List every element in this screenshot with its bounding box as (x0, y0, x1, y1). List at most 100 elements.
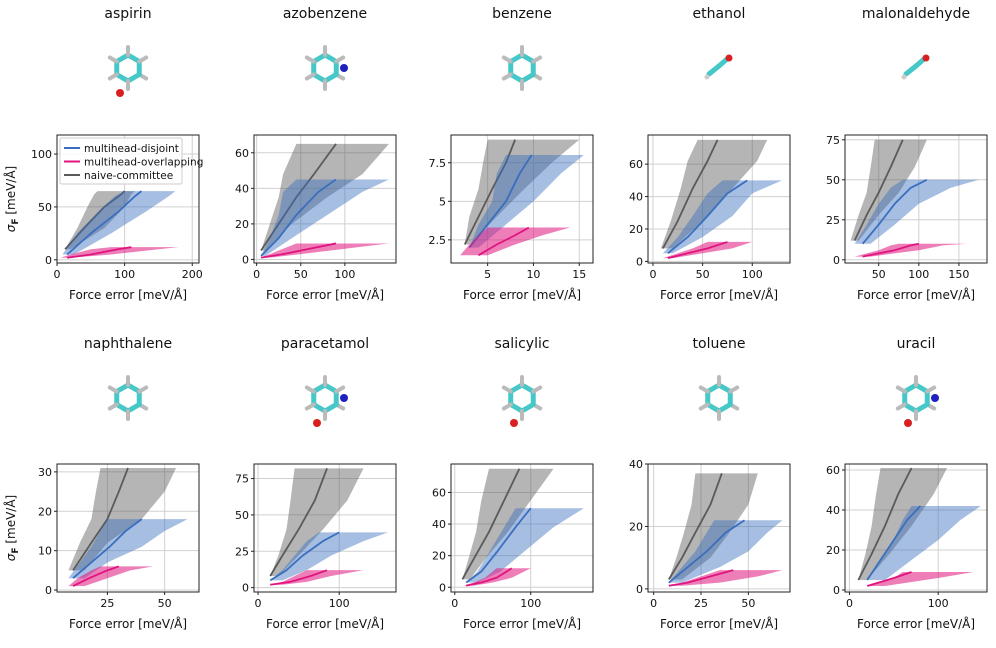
x-tick-label: 5 (484, 268, 491, 281)
y-tick-label: 40 (432, 518, 446, 531)
oxygen-atom (922, 54, 930, 62)
x-axis-label: Force error [meV/Å] (266, 287, 384, 302)
molecule-image (698, 375, 740, 421)
x-tick-label: 100 (334, 268, 355, 281)
y-tick-label: 30 (38, 466, 52, 479)
oxygen-atom (116, 89, 124, 97)
series-line-multihead-disjoint (667, 179, 748, 254)
y-tick-label: 10 (38, 545, 52, 558)
y-tick-label: 75 (235, 473, 249, 486)
confidence-band-naive-committee (462, 468, 554, 580)
bond (716, 56, 730, 69)
y-label-unit: [meV/Å] (3, 495, 18, 548)
plot-frame (253, 463, 397, 593)
plot-frame (56, 134, 200, 264)
y-tick-label: 40 (629, 191, 643, 204)
series-line-multihead-overlapping (862, 242, 919, 258)
oxygen-atom (510, 419, 518, 427)
x-axis-label: Force error [meV/Å] (660, 616, 778, 631)
bond (895, 385, 907, 394)
y-tick-label: 75 (826, 134, 840, 147)
series-line-multihead-disjoint (468, 154, 533, 249)
oxygen-atom (904, 419, 912, 427)
bond (304, 55, 316, 64)
chart-panel-malonaldehyde: malonaldehyde 50 100 150 0 25 50 75 Force error … (826, 6, 988, 302)
bond (334, 55, 346, 64)
bond (107, 385, 119, 394)
bond (304, 72, 316, 81)
bond (501, 72, 513, 81)
series-line-multihead-disjoint (465, 507, 532, 584)
y-tick-label: 60 (432, 486, 446, 499)
y-tick-label: 20 (432, 550, 446, 563)
chart-panel-salicylic: salicylic 0 100 0 20 40 60 Force error [meV/Å] (432, 336, 594, 631)
bond (501, 385, 513, 394)
plot-frame (844, 134, 988, 264)
chart-panel-uracil: uracil 0 100 0 20 40 60 Force error [meV/Å] (826, 336, 988, 631)
series-line-multihead-disjoint (668, 519, 746, 584)
series-line-multihead-disjoint (866, 505, 922, 581)
x-tick-label: 100 (329, 597, 350, 610)
y-tick-label: 0 (833, 584, 840, 597)
series-line-multihead-disjoint (861, 178, 928, 245)
bond (137, 55, 149, 64)
series-line-multihead-disjoint (72, 518, 143, 579)
y-tick-label: 0 (242, 253, 249, 266)
bond (304, 402, 316, 411)
chart-title: paracetamol (281, 336, 369, 352)
chart-title: azobenzene (283, 6, 367, 22)
series-line-naive-committee (857, 467, 913, 581)
confidence-band-naive-committee (668, 473, 758, 580)
bond (137, 385, 149, 394)
chart-title: toluene (693, 336, 746, 352)
x-tick-label: 50 (872, 268, 886, 281)
x-axis-label: Force error [meV/Å] (69, 616, 187, 631)
x-tick-label: 50 (741, 597, 755, 610)
bond (107, 72, 119, 81)
nitrogen-atom (931, 394, 939, 402)
chart-title: benzene (492, 6, 552, 22)
plot-frame (450, 463, 594, 593)
plot-area (845, 135, 987, 263)
confidence-band-multihead-overlapping (261, 243, 389, 258)
x-tick-label: 10 (526, 268, 540, 281)
confidence-band-naive-committee (858, 468, 948, 580)
x-axis-label: Force error [meV/Å] (266, 616, 384, 631)
chart-title: ethanol (693, 6, 746, 22)
series-line-multihead-disjoint (269, 531, 340, 582)
y-tick-label: 60 (235, 147, 249, 160)
x-tick-label: 0 (255, 597, 262, 610)
nitrogen-atom (340, 394, 348, 402)
chart-title: salicylic (494, 336, 549, 352)
y-tick-label: 100 (31, 148, 52, 161)
molecule-image (107, 45, 149, 97)
series-line-naive-committee (463, 139, 516, 245)
confidence-band-naive-committee (270, 468, 364, 576)
series-line-naive-committee (662, 139, 719, 249)
series-line-multihead-overlapping (270, 569, 328, 586)
y-label-symbol: σ (4, 553, 18, 561)
x-axis-label: Force error [meV/Å] (463, 616, 581, 631)
bond (501, 402, 513, 411)
bond (501, 55, 513, 64)
y-tick-label: 60 (826, 464, 840, 477)
y-tick-label: 0 (45, 254, 52, 267)
x-axis-label: Force error [meV/Å] (857, 616, 975, 631)
series-line-multihead-overlapping (466, 567, 513, 587)
series-line-naive-committee (668, 473, 723, 580)
series-line-naive-committee (853, 139, 904, 241)
y-tick-label: 0 (636, 583, 643, 596)
y-label-subscript: F (11, 218, 21, 224)
y-tick-label: 50 (826, 174, 840, 187)
legend-box (59, 137, 183, 185)
legend: multihead-disjoint multihead-overlappingn… (59, 137, 203, 185)
x-axis-label: Force error [meV/Å] (463, 287, 581, 302)
plot-frame (844, 463, 988, 593)
chart-panel-aspirin: aspirin 0 100 200 0 50 100 Force error [meV/Å] σ… (3, 6, 203, 302)
x-tick-label: 25 (100, 597, 114, 610)
y-tick-label: 0 (242, 582, 249, 595)
x-tick-label: 50 (158, 597, 172, 610)
y-tick-label: 20 (826, 544, 840, 557)
y-tick-label: 25 (235, 545, 249, 558)
